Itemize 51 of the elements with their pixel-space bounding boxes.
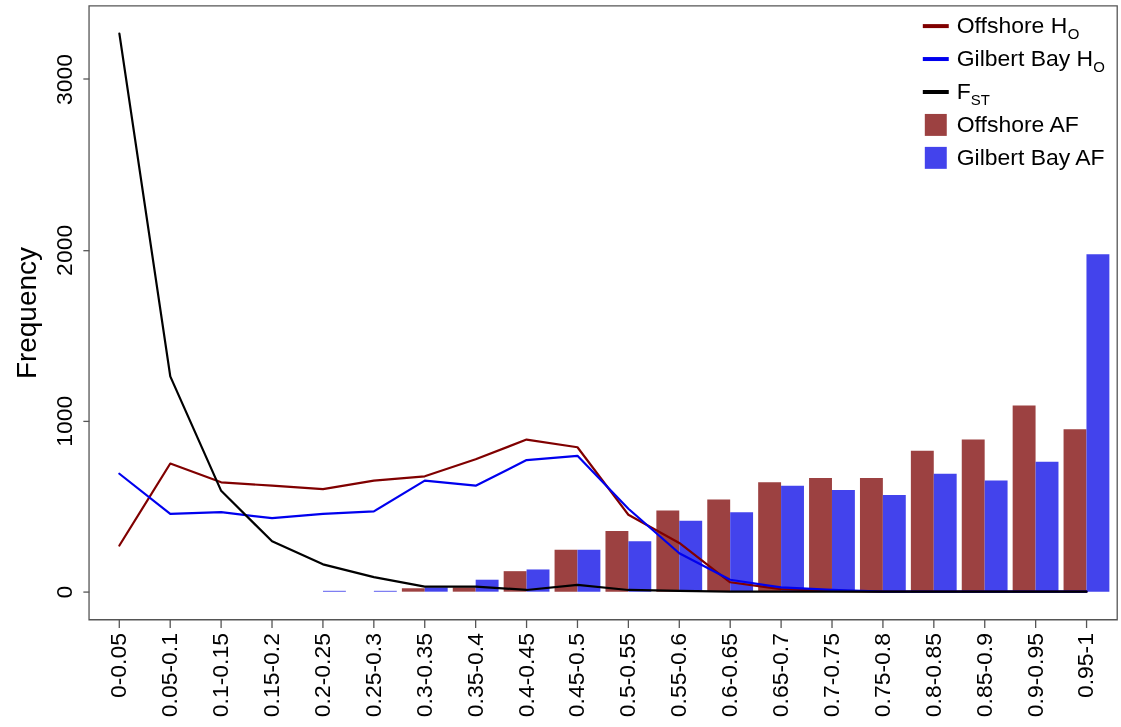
x-tick-label: 0.1-0.15 [207,633,234,718]
bar [882,495,906,592]
legend-label: Offshore AF [956,110,1079,137]
y-tick-label: 3000 [51,53,78,105]
y-tick-label: 0 [51,585,78,599]
x-tick-label: 0.25-0.3 [359,633,386,718]
x-tick-label: 0.8-0.85 [919,633,946,718]
bar [1063,429,1087,592]
x-tick-label: 0.4-0.45 [512,633,539,718]
bar [859,478,883,592]
bar [831,489,855,592]
x-tick-label: 0.65-0.7 [767,633,794,718]
x-tick-label: 0.7-0.75 [817,633,844,718]
bar [526,569,550,592]
bar [554,549,578,592]
x-tick-label: 0.5-0.55 [614,633,641,718]
bar [1012,405,1036,592]
x-tick-label: 0.05-0.1 [156,633,183,718]
x-tick-label: 0.15-0.2 [258,633,285,718]
x-tick-label: 0.95-1 [1072,633,1099,699]
x-tick-label: 0.6-0.65 [716,633,743,718]
bar [656,510,680,592]
y-tick-label: 2000 [51,224,78,276]
x-tick-label: 0.3-0.35 [410,633,437,718]
x-tick-label: 0.2-0.25 [308,633,335,718]
x-tick-label: 0.55-0.6 [665,633,692,718]
bar [781,485,804,592]
bar [758,482,782,592]
bar [1086,254,1110,592]
bar [730,512,754,592]
bar [910,450,934,592]
bar [679,520,703,592]
bar [809,478,832,592]
bar [577,549,601,592]
bar [933,473,957,592]
x-tick-label: 0.9-0.95 [1021,633,1048,718]
legend-label: Gilbert Bay AF [956,143,1105,170]
y-tick-label: 1000 [51,395,78,447]
bar [1035,461,1059,592]
x-tick-label: 0.45-0.5 [563,633,590,718]
x-tick-label: 0.85-0.9 [970,633,997,718]
bar [401,588,425,592]
bar [605,531,629,592]
x-tick-label: 0.35-0.4 [461,632,488,718]
y-axis-title: Frequency [11,247,43,380]
bar [984,480,1008,592]
bar [961,439,985,592]
x-tick-label: 0-0.05 [105,633,132,699]
bar [707,499,731,592]
bar [628,541,652,592]
x-tick-label: 0.75-0.8 [868,633,895,718]
